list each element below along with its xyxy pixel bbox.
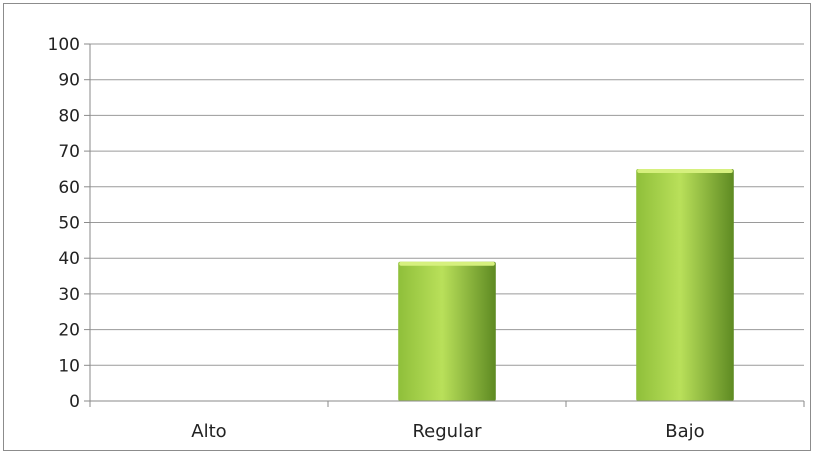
- bars: [398, 168, 734, 401]
- bar-cap-regular: [399, 261, 495, 266]
- y-tick-label: 60: [58, 178, 80, 198]
- y-tick-label: 40: [58, 249, 80, 269]
- chart-frame: 0 10 20 30 40 50 60 70 80 90 100 Alto Regular Bajo: [3, 3, 811, 451]
- y-tick-label: 80: [58, 106, 80, 126]
- y-tick-label: 90: [58, 71, 80, 91]
- bar-regular: [398, 261, 496, 401]
- y-tick-label: 100: [48, 35, 80, 55]
- bar-chart: 0 10 20 30 40 50 60 70 80 90 100 Alto Regular Bajo: [48, 35, 805, 442]
- x-category-label: Regular: [412, 421, 482, 442]
- y-axis: 0 10 20 30 40 50 60 70 80 90 100: [48, 35, 91, 412]
- bar-cap-bajo: [637, 168, 733, 173]
- bar-bajo: [636, 168, 734, 401]
- y-tick-label: 10: [58, 356, 80, 376]
- y-tick-label: 0: [69, 392, 80, 412]
- x-axis: Alto Regular Bajo: [89, 400, 805, 442]
- grid-layer: [90, 43, 804, 366]
- y-tick-label: 20: [58, 321, 80, 341]
- y-tick-label: 70: [58, 142, 80, 162]
- x-category-label: Alto: [191, 421, 226, 442]
- y-tick-label: 30: [58, 285, 80, 305]
- x-category-label: Bajo: [665, 421, 704, 442]
- y-tick-label: 50: [58, 214, 80, 234]
